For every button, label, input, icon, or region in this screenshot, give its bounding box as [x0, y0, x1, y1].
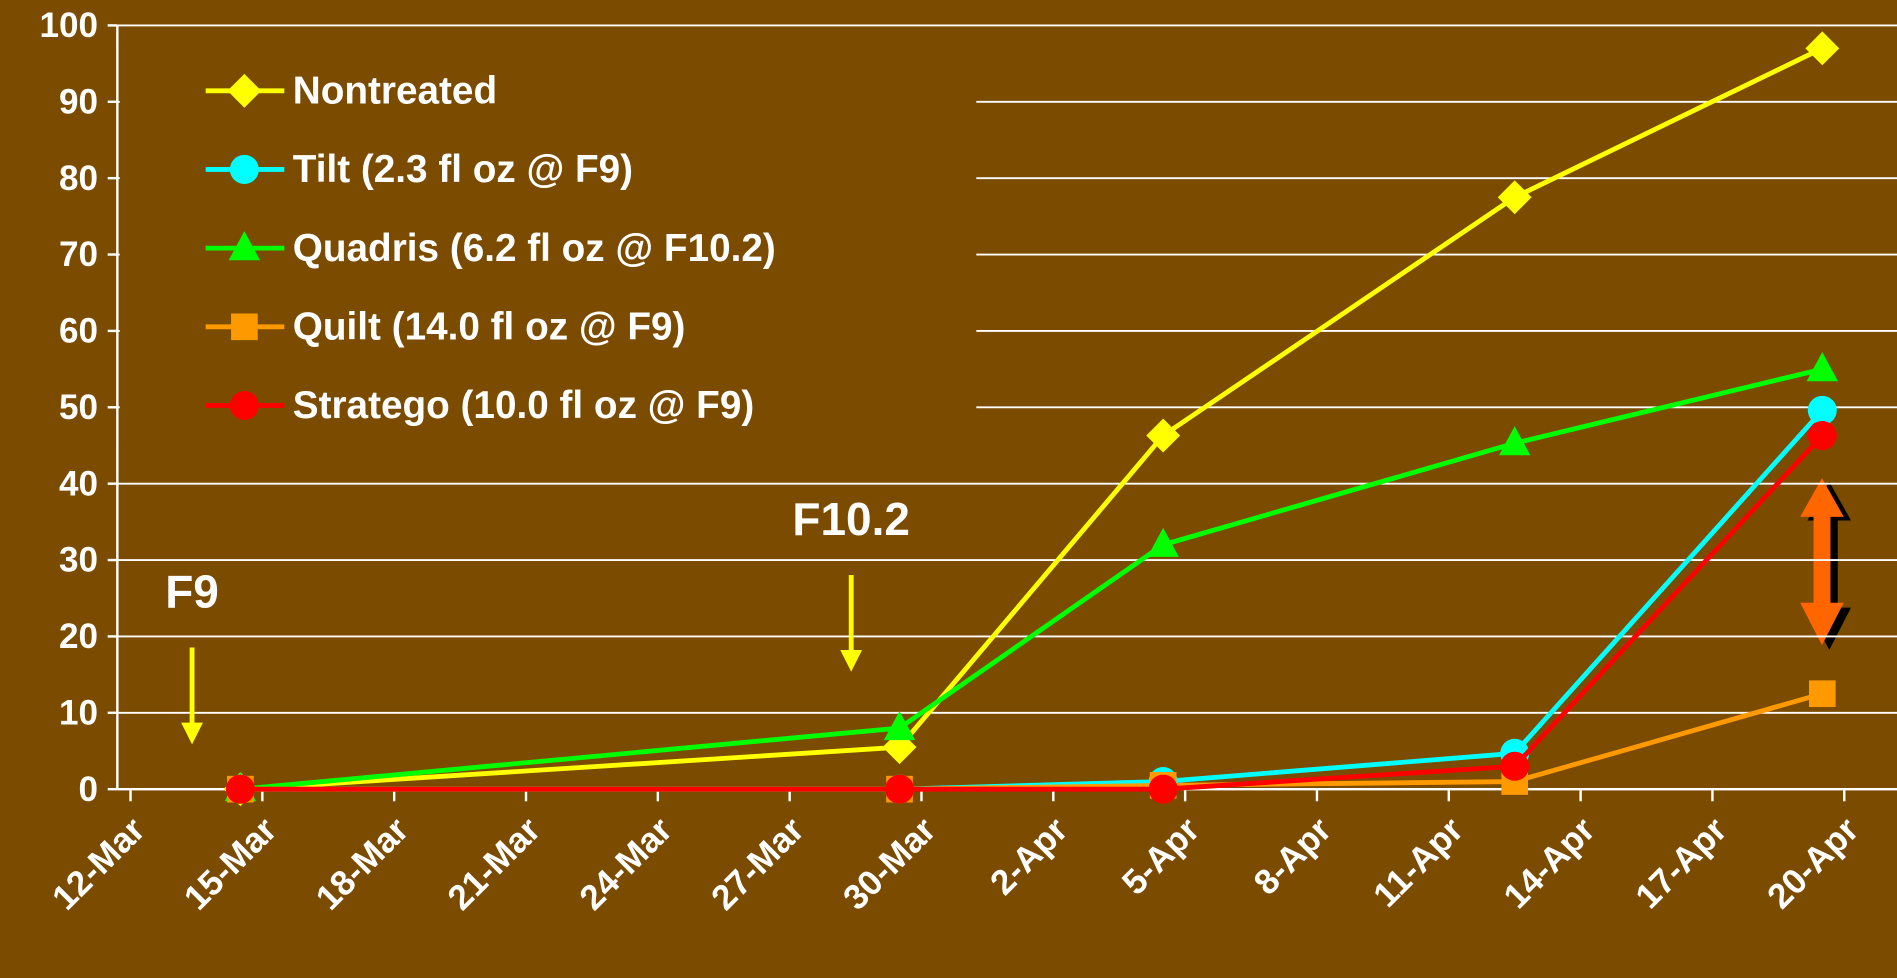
legend-box: [119, 42, 977, 448]
y-tick-label: 30: [59, 541, 98, 580]
data-point: [1807, 421, 1837, 451]
data-point: [1807, 395, 1837, 425]
data-point: [1148, 774, 1178, 804]
data-point: [1497, 180, 1532, 215]
annotation-arrowhead: [840, 649, 863, 672]
data-point: [1147, 527, 1179, 557]
y-tick-label: 60: [59, 312, 98, 351]
data-point: [883, 711, 916, 741]
y-tick-label: 10: [59, 693, 98, 732]
data-point: [1500, 751, 1530, 781]
annotation-arrowhead: [181, 722, 203, 745]
y-tick-label: 0: [78, 770, 98, 809]
legend-label: Tilt (2.3 fl oz @ F9): [293, 148, 633, 191]
annotation: F10.2: [792, 493, 910, 545]
legend-marker: [228, 231, 261, 261]
legend-label: Nontreated: [293, 69, 497, 112]
legend-marker: [229, 390, 259, 421]
legend-marker: [231, 313, 258, 341]
y-tick-label: 90: [59, 82, 98, 121]
data-point: [1498, 426, 1531, 456]
legend-label: Quadris (6.2 fl oz @ F10.2): [293, 227, 776, 270]
y-tick-label: 70: [59, 235, 98, 274]
data-point: [1146, 418, 1181, 453]
y-tick-label: 20: [59, 617, 98, 656]
data-point: [1805, 31, 1840, 66]
data-point: [1806, 352, 1839, 382]
data-point: [1808, 680, 1836, 708]
range-arrow: [1800, 478, 1852, 650]
data-point: [885, 774, 915, 804]
legend-marker: [229, 154, 259, 184]
y-tick-label: 100: [39, 6, 98, 45]
annotation: F9: [165, 566, 219, 618]
legend-label: Quilt (14.0 fl oz @ F9): [293, 305, 686, 348]
y-tick-label: 80: [59, 159, 98, 198]
legend-label: Stratego (10.0 fl oz @ F9): [293, 384, 754, 427]
legend-marker: [227, 73, 262, 108]
y-tick-label: 50: [59, 388, 98, 427]
y-tick-label: 40: [59, 464, 98, 503]
data-point: [225, 774, 255, 804]
